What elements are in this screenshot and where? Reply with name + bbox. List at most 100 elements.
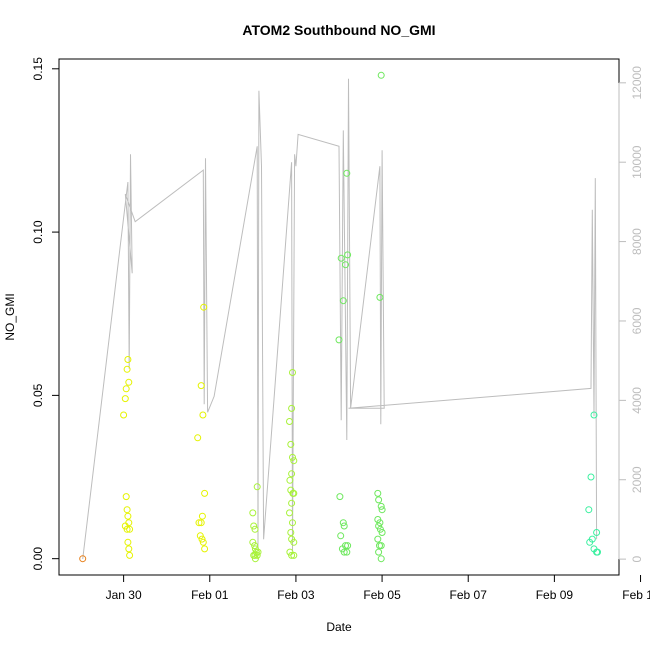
data-point [125,545,133,553]
y-axis: 0.00 0.05 0.10 0.15 [31,57,59,571]
y2-tick-label: 0 [630,555,644,562]
data-point [344,542,352,550]
altitude-line [82,78,598,560]
data-point [593,529,601,536]
data-point [288,470,296,478]
data-point [588,535,596,543]
y2-tick-label: 12000 [630,66,644,100]
data-point [120,411,128,419]
data-point [339,297,347,305]
data-point [249,509,257,517]
data-point [375,522,383,530]
data-point [377,542,385,550]
y2-axis: 0 2000 4000 6000 8000 10000 12000 [618,66,644,562]
data-point [587,473,595,481]
y-axis-label: NO_GMI [3,293,17,340]
data-point [251,542,259,550]
x-tick-label: Feb 11 [622,588,650,602]
x-axis: Jan 30 Feb 01 Feb 03 Feb 05 Feb 07 Feb 09 Feb … [106,575,650,602]
data-point [376,519,384,527]
data-point [288,499,296,507]
data-point [288,404,296,412]
data-point [253,483,261,491]
data-point [126,525,134,533]
data-point [594,548,601,556]
data-point [343,169,351,177]
y-tick-label: 0.05 [31,383,45,407]
data-point [123,525,131,533]
data-point [195,519,203,527]
data-point [124,356,132,363]
data-point [339,519,347,527]
data-point [250,522,258,530]
data-point [375,496,383,504]
data-point [286,418,293,425]
data-point [286,476,294,484]
data-point [197,382,205,390]
data-point [375,548,383,556]
data-point [340,522,348,530]
data-point [590,411,598,419]
y2-tick-label: 6000 [630,307,644,334]
data-point [287,529,295,536]
x-tick-label: Jan 30 [106,588,142,602]
data-point [335,336,343,344]
data-point [123,506,131,514]
data-point [124,538,132,546]
data-point [340,548,348,556]
data-point [290,538,298,546]
data-point [377,555,385,563]
data-point [198,512,206,520]
data-point [197,519,205,527]
y2-tick-label: 2000 [630,466,644,493]
data-point [287,440,295,448]
data-point [200,303,208,311]
y2-tick-label: 8000 [630,228,644,255]
data-point [199,411,207,419]
y2-tick-label: 4000 [630,387,644,414]
data-point [342,261,349,269]
data-point [290,551,298,559]
y-tick-label: 0.00 [31,547,45,571]
data-point [289,453,296,461]
data-point [585,506,593,514]
data-point [378,529,386,536]
data-point [377,502,385,510]
data-point [251,555,259,563]
data-point [337,532,345,540]
data-point [79,555,87,563]
x-tick-label: Feb 01 [191,588,229,602]
data-point [374,489,382,497]
x-axis-label: Date [326,620,352,634]
data-point [122,493,130,501]
data-point [201,545,209,553]
data-point [336,493,344,501]
data-point [254,548,262,556]
data-point [376,293,384,301]
data-point [378,506,386,514]
altitude-series [82,78,598,560]
data-point [289,519,296,527]
data-point [121,395,129,403]
data-point [198,535,206,543]
data-point [289,369,296,376]
data-point [337,254,345,262]
data-point [125,519,133,527]
x-tick-label: Feb 09 [536,588,574,602]
data-point [344,251,352,259]
data-points [79,71,601,563]
data-point [122,385,130,393]
y-tick-label: 0.15 [31,57,45,81]
data-point [199,538,207,546]
data-point [125,378,133,386]
data-point [123,365,131,373]
data-point [290,489,298,497]
data-point [343,548,351,556]
data-point [126,551,134,559]
data-point [290,457,298,465]
data-point [196,532,204,540]
x-tick-label: Feb 07 [450,588,488,602]
data-point [288,551,296,559]
data-point [124,512,132,520]
